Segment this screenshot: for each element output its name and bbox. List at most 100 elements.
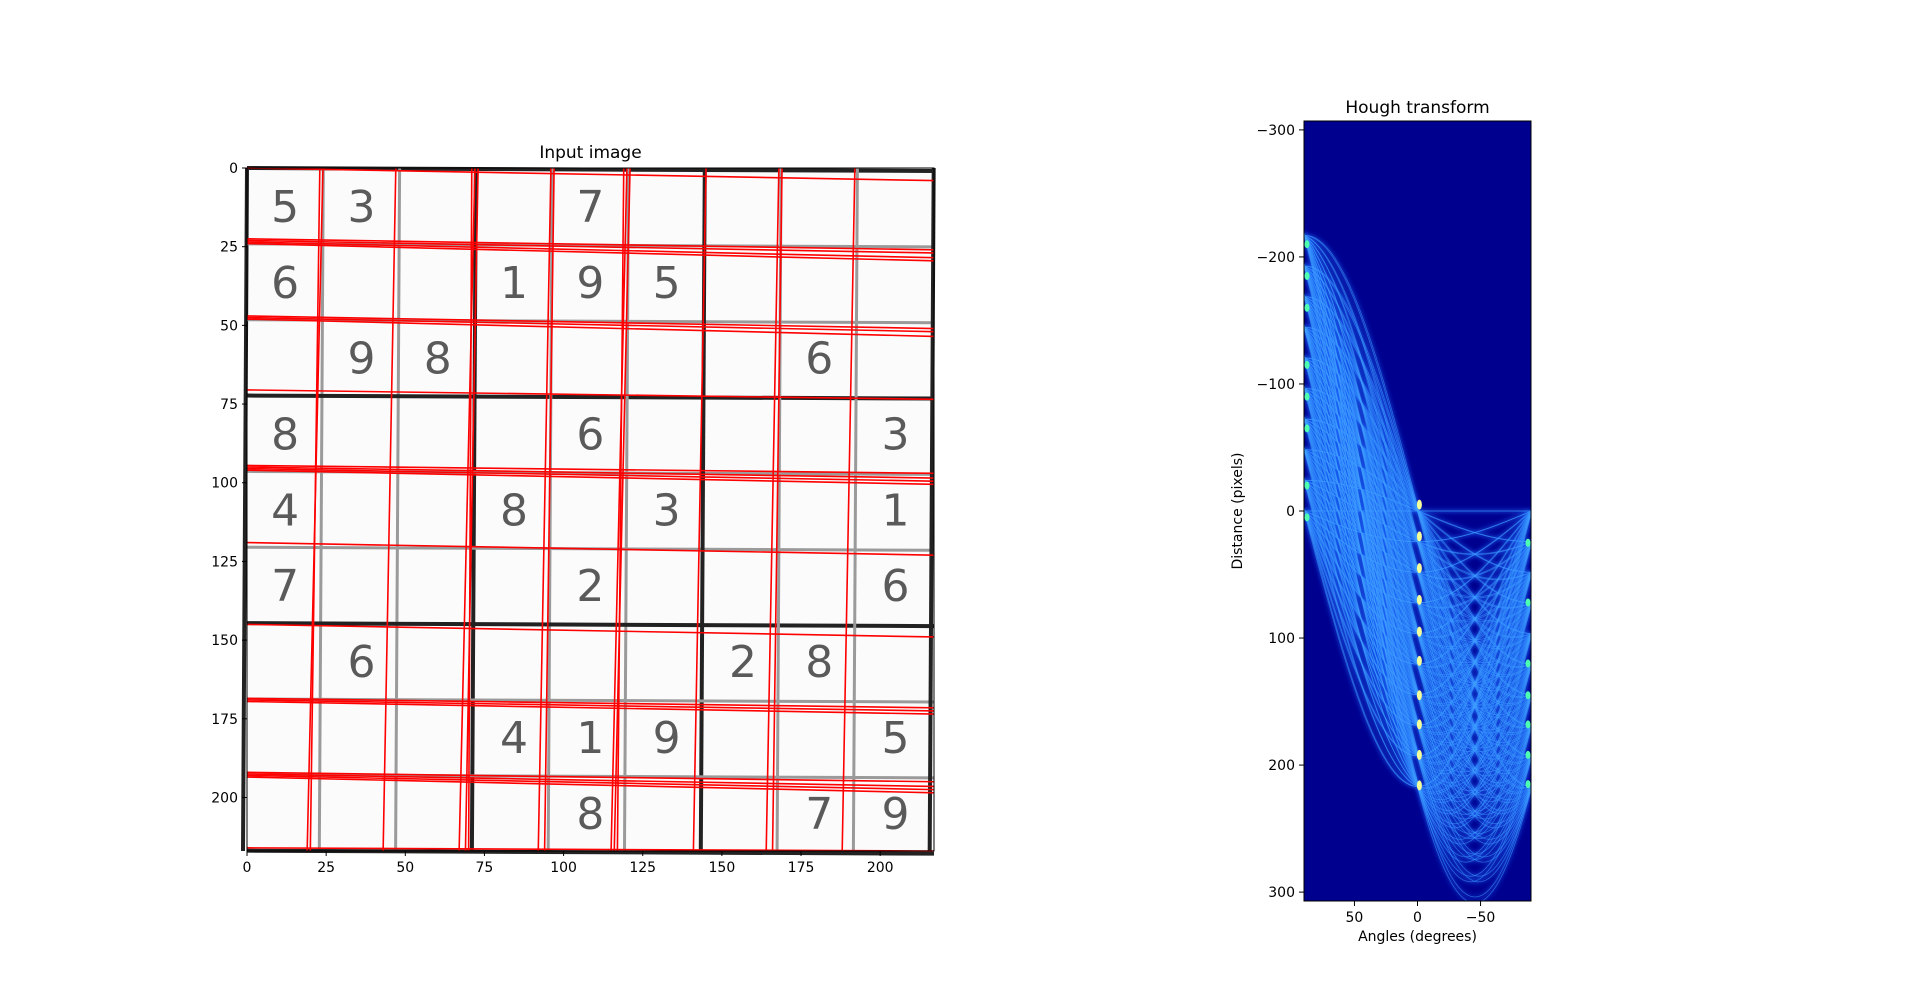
board-digit: 3	[347, 182, 375, 233]
hough-x-label: Angles (degrees)	[1358, 929, 1477, 945]
y-tick-label: −100	[1257, 377, 1295, 393]
detected-line	[467, 167, 473, 852]
detected-line	[841, 167, 856, 852]
hough-x-ticks: 50 0 −50	[1346, 901, 1495, 926]
board-digit: 7	[576, 182, 604, 233]
board-digit: 3	[653, 485, 681, 536]
detected-line	[246, 315, 935, 330]
detected-line	[246, 773, 935, 788]
hough-peak	[1416, 749, 1422, 760]
board-digit: 9	[347, 334, 375, 385]
hough-peak	[1304, 392, 1310, 401]
detected-line	[246, 776, 935, 794]
detected-line	[246, 541, 935, 556]
sudoku-image: 5 3 76 1 9 59 8 68 6 34 8 3 17 2 66 2 84 1 9 58 7 9	[241, 166, 936, 856]
board-digit: 6	[271, 258, 299, 309]
detected-line	[246, 239, 935, 254]
x-tick-label: 50	[1346, 910, 1364, 926]
hough-curve	[1304, 235, 1531, 787]
board-digit: 1	[576, 713, 604, 764]
detected-line	[771, 167, 783, 852]
detected-line	[246, 238, 935, 251]
hough-curve	[1304, 234, 1531, 795]
board-digit: 2	[576, 561, 604, 612]
board-digit: 5	[653, 258, 681, 309]
hough-peak	[1416, 531, 1422, 542]
hough-peak	[1304, 240, 1310, 249]
y-tick-label: 100	[211, 476, 238, 492]
input-image-frame	[246, 167, 935, 852]
board-digit: 8	[500, 485, 528, 536]
detected-lines	[246, 167, 935, 852]
board-digit: 1	[882, 485, 910, 536]
hough-peak	[1304, 303, 1310, 312]
image-background	[247, 168, 934, 851]
board-digit: 8	[271, 409, 299, 460]
board-column-line	[927, 167, 936, 852]
hough-peak	[1525, 720, 1531, 729]
y-tick-label: 125	[211, 554, 238, 570]
hough-peak	[1525, 659, 1531, 668]
board-digit: 7	[805, 789, 833, 840]
detected-line	[246, 700, 935, 715]
board-column-line	[546, 167, 554, 852]
detected-line	[610, 167, 628, 852]
detected-line	[246, 699, 935, 712]
board-digit: 4	[271, 485, 299, 536]
y-tick-label: 25	[220, 240, 238, 256]
board-digit: 5	[882, 713, 910, 764]
board-digit: 7	[271, 561, 299, 612]
board-digit: 3	[882, 409, 910, 460]
board-digit: 6	[805, 334, 833, 385]
y-tick-label: 300	[1268, 885, 1295, 901]
input-image-title: Input image	[539, 143, 641, 163]
y-tick-label: 150	[211, 633, 238, 649]
hough-peak	[1416, 655, 1422, 666]
board-column-line	[317, 167, 325, 852]
x-tick-label: 200	[867, 860, 894, 876]
x-tick-label: 75	[476, 860, 494, 876]
y-tick-label: 200	[1268, 758, 1295, 774]
board-digit: 9	[576, 258, 604, 309]
detected-line	[246, 464, 935, 475]
detected-line	[246, 467, 935, 482]
hough-peak	[1304, 424, 1310, 433]
hough-peak	[1525, 780, 1531, 789]
x-tick-label: 0	[1413, 910, 1422, 926]
detected-line	[246, 167, 935, 182]
detected-line	[246, 241, 935, 259]
hough-peak	[1304, 513, 1310, 522]
detected-line	[692, 167, 707, 852]
hough-peak	[1304, 360, 1310, 369]
board-digit: 6	[882, 561, 910, 612]
board-digit: 9	[882, 789, 910, 840]
detected-line	[246, 774, 935, 791]
board-digit: 2	[729, 637, 757, 688]
x-tick-label: 25	[317, 860, 335, 876]
board-column-line	[394, 167, 402, 852]
hough-curve	[1304, 234, 1531, 790]
y-tick-label: 0	[1286, 504, 1295, 520]
x-tick-label: 125	[629, 860, 656, 876]
hough-title: Hough transform	[1345, 98, 1489, 118]
board-digit: 8	[805, 637, 833, 688]
hough-peak	[1525, 750, 1531, 759]
board-digit: 6	[347, 637, 375, 688]
detected-line	[246, 771, 935, 783]
hough-peak	[1416, 690, 1422, 701]
detected-line	[464, 167, 479, 852]
detected-line	[616, 167, 625, 852]
detected-line	[246, 242, 935, 262]
board-digit: 8	[424, 334, 452, 385]
input-image-y-ticks: 0 25 50 75 100 125 150 175 200	[211, 161, 247, 806]
detected-line	[246, 623, 935, 638]
y-tick-label: 0	[229, 161, 238, 177]
hough-peak	[1525, 598, 1531, 607]
board-column-line	[851, 167, 859, 852]
x-tick-label: 100	[550, 860, 577, 876]
detected-line	[246, 469, 935, 486]
x-tick-label: 50	[396, 860, 414, 876]
board-digit: 4	[500, 713, 528, 764]
board-digit: 6	[576, 409, 604, 460]
detected-line	[543, 167, 555, 852]
